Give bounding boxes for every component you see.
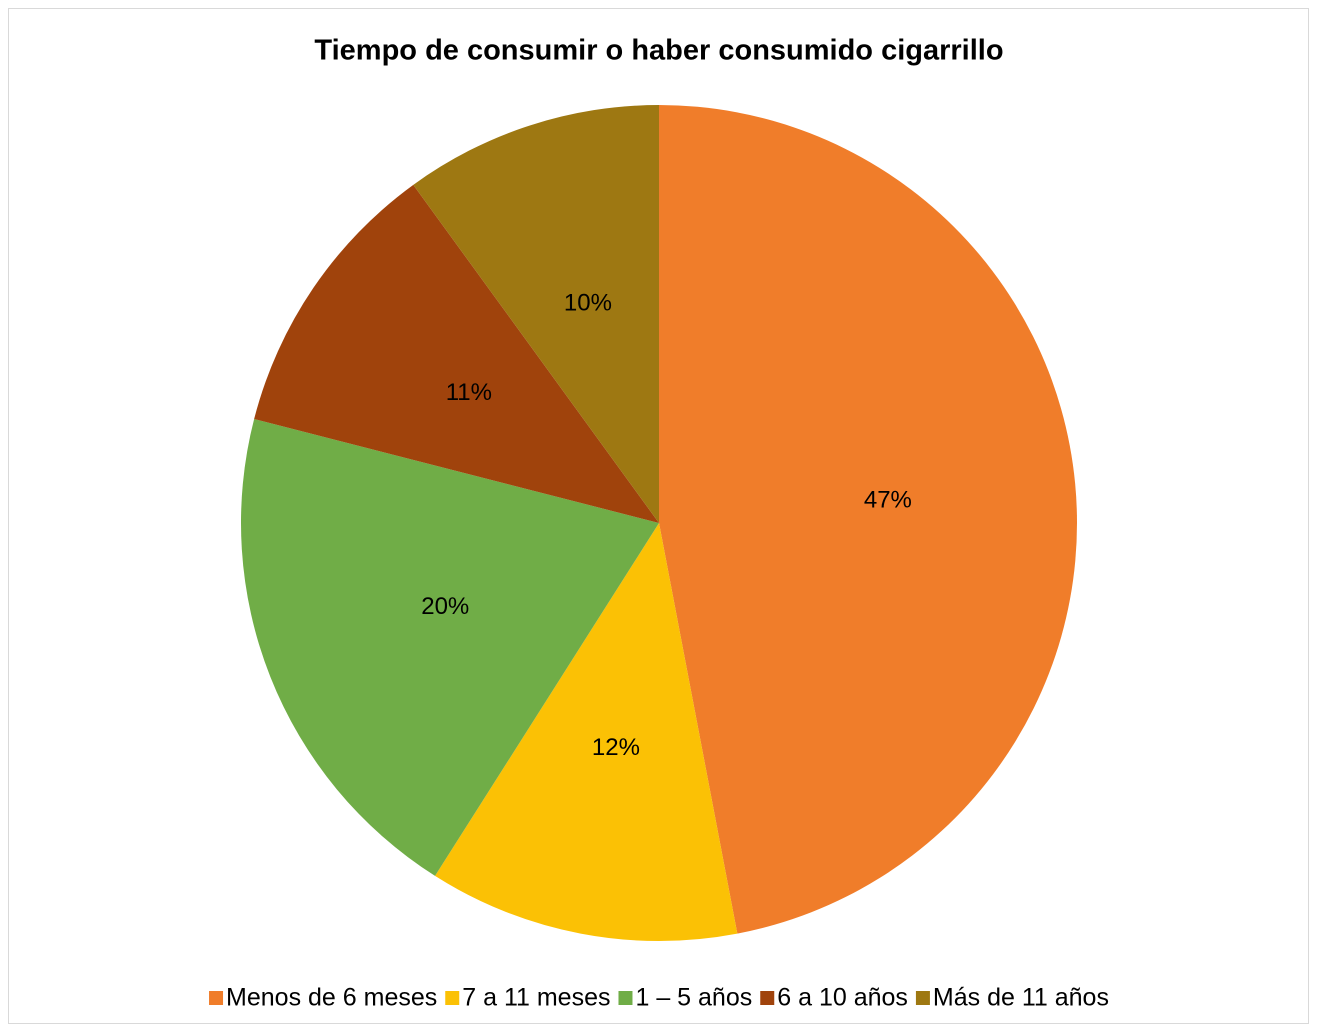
legend-swatch: [760, 991, 775, 1005]
pie-slice: [435, 523, 738, 941]
legend-label: 1 – 5 años: [635, 984, 752, 1012]
legend-swatch: [445, 991, 460, 1005]
legend-label: 7 a 11 meses: [462, 984, 610, 1012]
pie-slice: [413, 105, 659, 523]
data-label: 47%: [864, 487, 912, 514]
legend-label: 6 a 10 años: [777, 984, 908, 1012]
pie-slice: [240, 419, 659, 876]
data-label: 11%: [446, 379, 492, 406]
legend-swatch: [209, 991, 224, 1005]
legend-label: Menos de 6 meses: [226, 984, 437, 1012]
legend: Menos de 6 meses 7 a 11 meses 1 – 5 años 6 …: [209, 984, 1109, 1012]
chart-title: Tiempo de consumir o haber consumido cig…: [314, 35, 1003, 67]
data-label: 10%: [564, 290, 612, 317]
data-label: 20%: [421, 593, 469, 620]
pie-slice: [659, 105, 1077, 934]
data-label: 12%: [592, 734, 640, 761]
legend-label: Más de 11 años: [933, 984, 1109, 1012]
legend-swatch: [915, 991, 930, 1005]
legend-swatch: [618, 991, 633, 1005]
pie-slice: [254, 184, 659, 523]
